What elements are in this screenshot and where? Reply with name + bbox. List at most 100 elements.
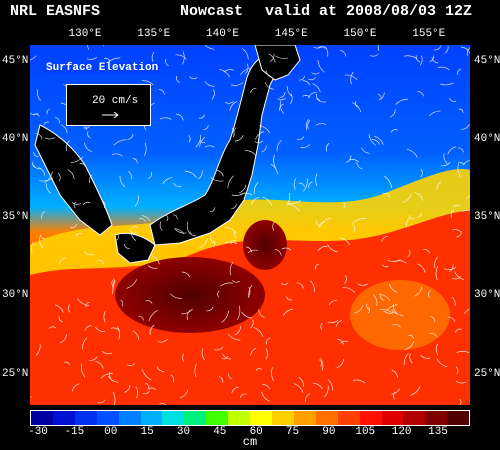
current-vector <box>189 231 197 237</box>
current-vector <box>173 182 182 188</box>
current-vector <box>383 192 391 198</box>
current-vector <box>288 200 301 205</box>
current-vector <box>112 391 116 405</box>
current-vector <box>454 271 464 280</box>
current-vector <box>434 256 439 268</box>
current-vector <box>452 229 462 233</box>
current-vector <box>350 71 354 85</box>
current-vector <box>253 327 264 337</box>
colorbar-swatch <box>381 411 404 425</box>
current-vector <box>456 231 462 238</box>
current-vector <box>204 80 215 87</box>
current-vector <box>431 57 439 64</box>
colorbar-swatch <box>250 411 272 425</box>
current-vector <box>388 283 398 293</box>
current-vector <box>159 117 172 120</box>
current-vector <box>87 45 90 50</box>
current-vector <box>262 384 271 390</box>
colorbar-swatch <box>206 411 229 425</box>
current-vector <box>313 45 323 49</box>
current-vector <box>372 294 378 306</box>
colorbar-swatch <box>74 411 97 425</box>
legend-speed-label: 20 cm/s <box>92 95 139 107</box>
current-vector <box>231 386 239 394</box>
legend-arrow-icon <box>102 112 119 118</box>
lon-label-top: 135°E <box>137 28 171 40</box>
current-vector <box>98 260 104 265</box>
current-vector <box>194 363 197 378</box>
current-vector <box>320 322 324 331</box>
current-vector <box>231 203 237 210</box>
current-vector <box>130 231 137 241</box>
current-vector <box>387 259 401 262</box>
current-vector <box>46 108 51 115</box>
current-vector <box>84 142 92 153</box>
current-vector <box>35 132 43 140</box>
current-vector <box>159 402 166 405</box>
current-vector <box>189 76 198 79</box>
current-vector <box>272 221 275 231</box>
current-vector <box>216 169 224 177</box>
current-vector <box>255 131 265 140</box>
current-vectors <box>30 45 470 405</box>
current-vector <box>170 374 175 383</box>
current-vector <box>275 55 288 59</box>
current-vector <box>228 373 233 380</box>
current-vector <box>149 324 155 335</box>
current-vector <box>233 231 238 239</box>
current-vector <box>224 226 237 234</box>
current-vector <box>104 57 110 62</box>
current-vector <box>116 326 120 340</box>
title-valid: valid at 2008/08/03 12Z <box>265 3 473 20</box>
current-vector <box>127 363 136 366</box>
current-vector <box>286 296 293 301</box>
current-vector <box>61 124 68 134</box>
current-vector <box>414 192 424 201</box>
current-vector <box>369 53 379 57</box>
current-vector <box>316 93 321 101</box>
current-vector <box>420 354 431 359</box>
current-vector <box>227 175 234 189</box>
current-vector <box>393 391 396 400</box>
colorbar-tick-label: -30 <box>28 426 48 438</box>
current-vector <box>444 45 449 54</box>
current-vector <box>186 310 191 321</box>
current-vector <box>328 300 337 306</box>
lat-label-left: 45°N <box>2 54 29 67</box>
current-vector <box>87 56 97 60</box>
current-vector <box>39 177 54 182</box>
current-vector <box>343 201 346 209</box>
current-vector <box>60 334 68 344</box>
current-vector <box>221 310 229 323</box>
current-vector <box>281 282 289 285</box>
current-vector <box>36 89 41 101</box>
current-vector <box>31 241 34 254</box>
current-vector <box>82 337 88 350</box>
current-vector <box>318 221 326 228</box>
current-vector <box>230 239 237 245</box>
current-vector <box>340 340 349 344</box>
current-vector <box>420 168 423 178</box>
current-vector <box>41 211 46 219</box>
current-vector <box>198 114 205 119</box>
current-vector <box>286 85 293 97</box>
current-vector <box>305 393 310 402</box>
current-vector <box>239 393 247 398</box>
colorbar-swatch <box>315 411 338 425</box>
current-vector <box>254 140 264 144</box>
current-vector <box>302 95 311 98</box>
current-vector <box>175 54 187 60</box>
current-vector <box>409 353 413 364</box>
colorbar-swatch <box>447 411 470 425</box>
current-vector <box>132 158 138 164</box>
current-vector <box>287 203 300 212</box>
current-vector <box>457 164 461 178</box>
current-vector <box>316 97 326 103</box>
current-vector <box>298 76 305 81</box>
current-vector <box>211 89 215 100</box>
current-vector <box>281 247 292 251</box>
current-vector <box>265 337 271 345</box>
current-vector <box>198 170 203 180</box>
current-vector <box>403 55 418 60</box>
current-vector <box>222 353 231 360</box>
